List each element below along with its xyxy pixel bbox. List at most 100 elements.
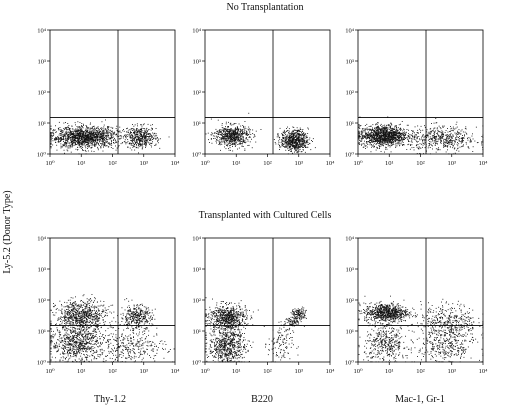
event-dot <box>280 128 281 129</box>
event-dot <box>391 151 392 152</box>
event-dot <box>430 128 431 129</box>
event-dot <box>86 141 87 142</box>
event-dot <box>425 147 426 148</box>
event-dot <box>393 131 394 132</box>
event-dot <box>413 147 414 148</box>
event-dot <box>96 130 97 131</box>
event-dot <box>433 143 434 144</box>
event-dot <box>303 137 304 138</box>
event-dot <box>359 135 360 136</box>
event-dot <box>243 127 244 128</box>
event-dot <box>384 134 385 135</box>
event-dot <box>296 136 297 137</box>
event-dot <box>82 132 83 133</box>
event-dot <box>137 136 138 137</box>
event-dot <box>437 141 438 142</box>
event-dot <box>102 128 103 129</box>
event-dot <box>244 150 245 151</box>
event-dot <box>81 143 82 144</box>
event-dot <box>389 140 390 141</box>
event-dot <box>68 127 69 128</box>
event-dot <box>462 141 463 142</box>
event-dot <box>80 146 81 147</box>
event-dot <box>69 133 70 134</box>
event-dot <box>248 134 249 135</box>
event-dot <box>155 136 156 137</box>
event-dot <box>451 137 452 138</box>
event-dot <box>288 142 289 143</box>
event-dot <box>292 127 293 128</box>
event-dot <box>376 133 377 134</box>
event-dot <box>245 128 246 129</box>
event-dot <box>307 141 308 142</box>
event-dot <box>141 136 142 137</box>
event-dot <box>100 131 101 132</box>
event-dot <box>371 142 372 143</box>
event-dot <box>394 132 395 133</box>
event-dot <box>139 137 140 138</box>
event-dot <box>89 137 90 138</box>
event-dot <box>139 135 140 136</box>
event-dot <box>95 133 96 134</box>
event-dot <box>132 147 133 148</box>
event-dot <box>145 131 146 132</box>
event-dot <box>253 137 254 138</box>
event-dot <box>427 129 428 130</box>
event-dot <box>389 134 390 135</box>
event-dot <box>444 126 445 127</box>
event-dot <box>388 132 389 133</box>
event-dot <box>115 140 116 141</box>
event-dot <box>104 139 105 140</box>
event-dot <box>436 152 437 153</box>
event-dot <box>101 141 102 142</box>
event-dot <box>134 130 135 131</box>
event-dot <box>284 130 285 131</box>
event-dot <box>52 135 53 136</box>
event-dot <box>397 130 398 131</box>
event-dot <box>410 144 411 145</box>
event-dot <box>104 137 105 138</box>
event-dot <box>376 143 377 144</box>
event-dot <box>291 151 292 152</box>
event-dot <box>440 149 441 150</box>
event-dot <box>79 126 80 127</box>
event-dot <box>301 151 302 152</box>
event-dot <box>113 148 114 149</box>
event-dot <box>238 135 239 136</box>
event-dot <box>305 152 306 153</box>
event-dot <box>106 132 107 133</box>
event-dot <box>248 129 249 130</box>
event-dot <box>364 132 365 133</box>
event-dot <box>371 151 372 152</box>
event-dot <box>66 131 67 132</box>
event-dot <box>386 138 387 139</box>
event-dot <box>424 125 425 126</box>
event-dot <box>303 141 304 142</box>
event-dot <box>303 132 304 133</box>
event-dot <box>377 122 378 123</box>
event-dot <box>434 136 435 137</box>
event-dot <box>401 129 402 130</box>
event-dot <box>299 141 300 142</box>
event-dot <box>378 145 379 146</box>
event-dot <box>81 305 82 306</box>
event-dot <box>78 133 79 134</box>
event-dot <box>225 128 226 129</box>
event-dot <box>380 146 381 147</box>
event-dot <box>407 137 408 138</box>
event-dot <box>400 128 401 129</box>
event-dot <box>135 124 136 125</box>
event-dot <box>309 139 310 140</box>
event-dot <box>452 138 453 139</box>
event-dot <box>68 132 69 133</box>
event-dot <box>224 138 225 139</box>
event-dot <box>235 131 236 132</box>
event-dot <box>155 145 156 146</box>
event-dot <box>467 138 468 139</box>
event-dot <box>300 139 301 140</box>
event-dot <box>61 130 62 131</box>
event-dot <box>392 142 393 143</box>
event-dot <box>299 137 300 138</box>
event-dot <box>391 125 392 126</box>
event-dot <box>86 144 87 145</box>
